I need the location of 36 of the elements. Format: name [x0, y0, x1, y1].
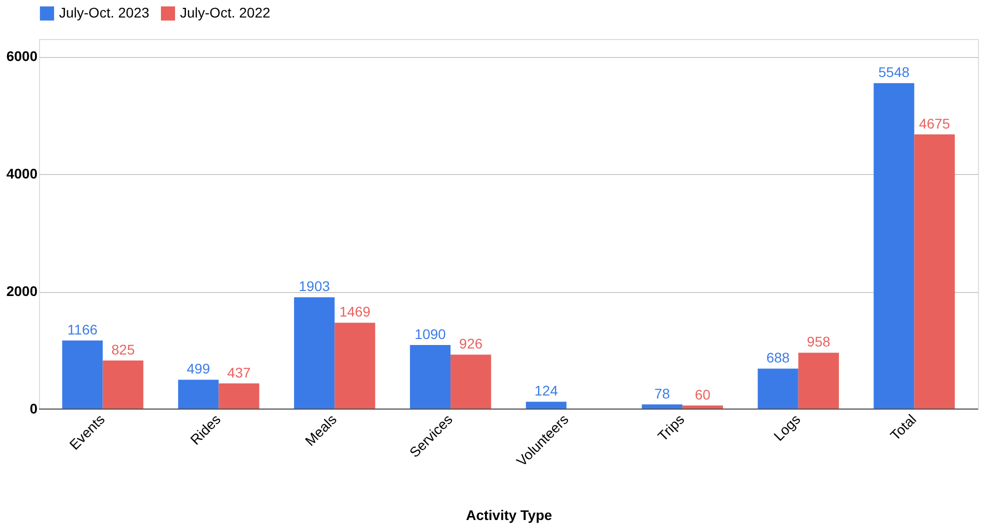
data-label: 60 [694, 386, 711, 402]
y-tick-label: 2000 [6, 283, 38, 300]
data-label: 688 [766, 350, 790, 366]
y-tick-label: 0 [30, 400, 38, 416]
y-tick-label: 6000 [6, 48, 38, 64]
bar [178, 380, 219, 409]
data-label: 926 [459, 336, 483, 352]
data-label: 5548 [878, 64, 910, 80]
bar [914, 134, 955, 409]
bar [294, 297, 335, 409]
bar [102, 360, 144, 409]
bar [798, 352, 839, 409]
data-label: 1903 [298, 278, 330, 294]
bar [526, 402, 566, 409]
data-label: 1090 [414, 326, 446, 342]
data-label: 4675 [918, 115, 950, 132]
data-label: 1166 [67, 322, 98, 338]
bar [450, 354, 492, 409]
x-tick-label: Trips [654, 411, 688, 444]
x-axis-title: Activity Type [466, 507, 552, 524]
data-label: 958 [806, 334, 830, 350]
bar [334, 322, 376, 409]
legend-label: July-Oct. 2023 [59, 4, 150, 20]
bar [62, 340, 103, 409]
bar [874, 83, 914, 409]
data-label: 1469 [339, 304, 371, 320]
bar [218, 383, 260, 409]
data-label: 499 [186, 360, 210, 377]
data-label: 437 [227, 364, 251, 380]
data-label: 78 [654, 385, 670, 402]
legend-label: July-Oct. 2022 [180, 4, 270, 20]
data-label: 825 [111, 342, 135, 358]
data-label: 124 [534, 382, 558, 399]
bar [758, 368, 798, 409]
bar [410, 344, 451, 409]
y-tick-label: 4000 [6, 166, 38, 182]
